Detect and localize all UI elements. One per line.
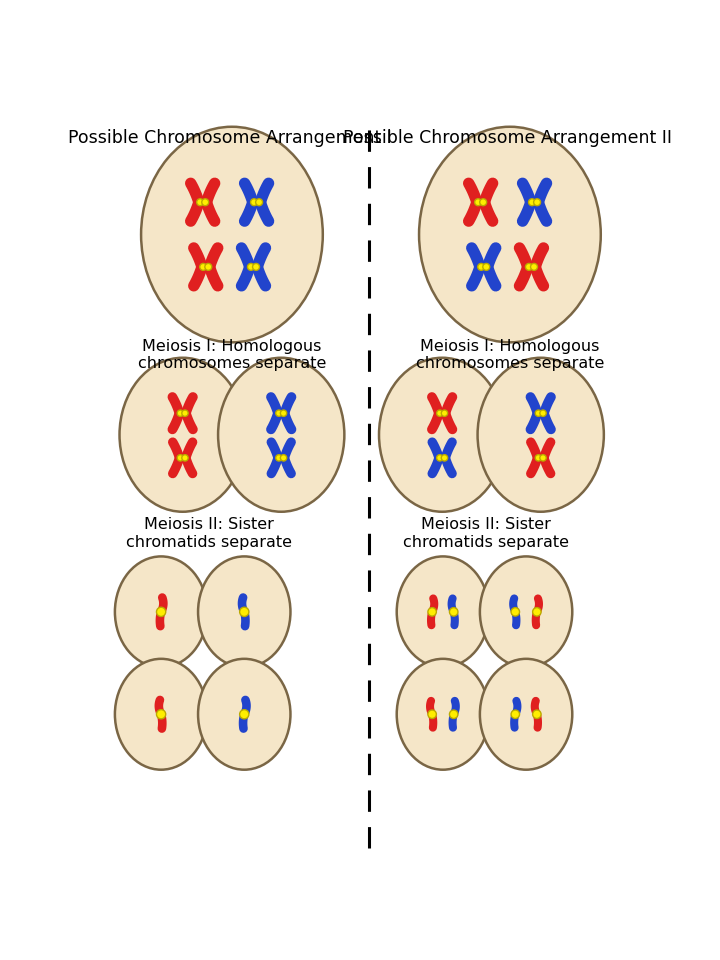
Ellipse shape xyxy=(379,358,505,512)
Circle shape xyxy=(177,455,184,461)
Ellipse shape xyxy=(477,358,604,512)
Circle shape xyxy=(474,199,482,205)
Circle shape xyxy=(428,608,436,616)
Circle shape xyxy=(276,455,282,461)
Circle shape xyxy=(483,263,490,271)
Circle shape xyxy=(534,199,541,205)
Circle shape xyxy=(182,410,188,417)
Circle shape xyxy=(248,263,254,271)
Ellipse shape xyxy=(115,557,207,667)
Circle shape xyxy=(478,263,485,271)
Circle shape xyxy=(441,455,448,461)
Circle shape xyxy=(533,710,541,718)
Text: Meiosis I: Homologous
chromosomes separate: Meiosis I: Homologous chromosomes separa… xyxy=(415,339,604,371)
Text: Possible Chromosome Arrangement I: Possible Chromosome Arrangement I xyxy=(68,129,392,147)
Circle shape xyxy=(156,608,166,616)
Circle shape xyxy=(449,608,458,616)
Circle shape xyxy=(240,709,249,719)
Circle shape xyxy=(253,263,259,271)
Text: Meiosis II: Sister
chromatids separate: Meiosis II: Sister chromatids separate xyxy=(403,517,569,549)
Ellipse shape xyxy=(397,659,489,770)
Ellipse shape xyxy=(419,127,600,343)
Circle shape xyxy=(441,410,448,417)
Ellipse shape xyxy=(480,659,572,770)
Circle shape xyxy=(256,199,263,205)
Ellipse shape xyxy=(141,127,323,343)
Circle shape xyxy=(182,455,188,461)
Ellipse shape xyxy=(198,659,290,770)
Circle shape xyxy=(202,199,209,205)
Circle shape xyxy=(251,199,258,205)
Text: Possible Chromosome Arrangement II: Possible Chromosome Arrangement II xyxy=(343,129,672,147)
Circle shape xyxy=(436,455,443,461)
Circle shape xyxy=(535,455,541,461)
Circle shape xyxy=(177,410,184,417)
Circle shape xyxy=(197,199,204,205)
Circle shape xyxy=(204,263,212,271)
Circle shape xyxy=(156,709,166,719)
Circle shape xyxy=(526,263,532,271)
Circle shape xyxy=(535,410,541,417)
Ellipse shape xyxy=(120,358,246,512)
Ellipse shape xyxy=(198,557,290,667)
Circle shape xyxy=(280,455,287,461)
Circle shape xyxy=(540,455,546,461)
Ellipse shape xyxy=(218,358,344,512)
Circle shape xyxy=(428,710,436,718)
Circle shape xyxy=(436,410,443,417)
Text: Meiosis II: Sister
chromatids separate: Meiosis II: Sister chromatids separate xyxy=(126,517,292,549)
Circle shape xyxy=(240,608,249,616)
Ellipse shape xyxy=(115,659,207,770)
Circle shape xyxy=(528,199,536,205)
Circle shape xyxy=(531,263,537,271)
Text: Meiosis I: Homologous
chromosomes separate: Meiosis I: Homologous chromosomes separa… xyxy=(138,339,326,371)
Circle shape xyxy=(276,410,282,417)
Circle shape xyxy=(540,410,546,417)
Ellipse shape xyxy=(480,557,572,667)
Circle shape xyxy=(533,608,541,616)
Circle shape xyxy=(280,410,287,417)
Circle shape xyxy=(511,608,520,616)
Circle shape xyxy=(511,710,520,718)
Circle shape xyxy=(480,199,487,205)
Circle shape xyxy=(449,710,458,718)
Circle shape xyxy=(199,263,207,271)
Ellipse shape xyxy=(397,557,489,667)
